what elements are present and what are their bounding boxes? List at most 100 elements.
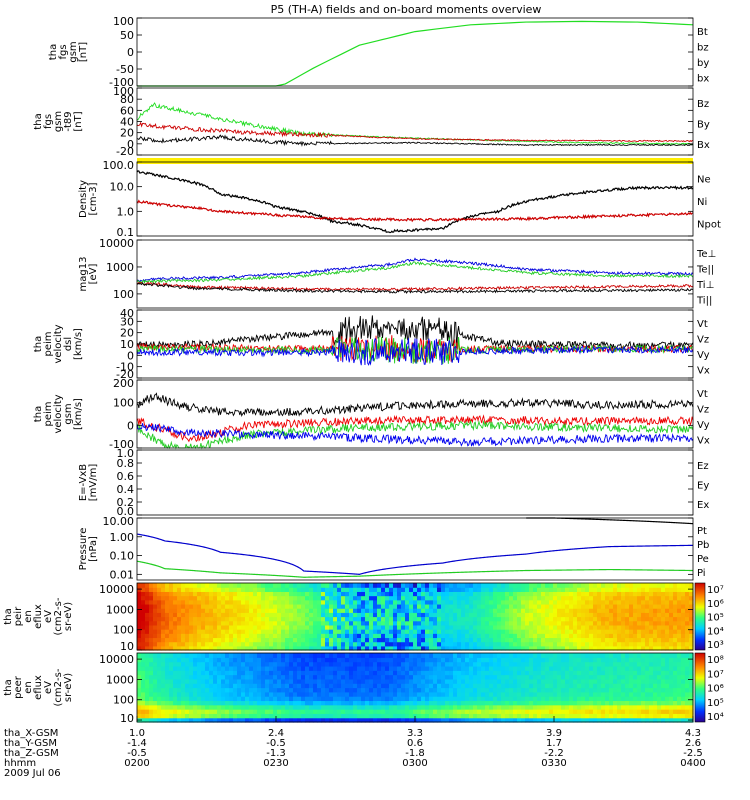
series-Vz-line bbox=[136, 414, 694, 443]
spectrogram-cell bbox=[425, 624, 430, 630]
spectrogram-cell bbox=[257, 599, 262, 605]
spectrogram-cell bbox=[385, 595, 390, 601]
spectrogram-cell bbox=[377, 704, 382, 710]
spectrogram-cell bbox=[649, 616, 654, 622]
spectrogram-cell bbox=[529, 633, 534, 639]
spectrogram-cell bbox=[145, 608, 150, 613]
spectrogram-cell bbox=[573, 683, 578, 689]
y-axis-label-line: [km/s] bbox=[73, 328, 84, 360]
colorbar-label: 10³ bbox=[707, 640, 724, 651]
spectrogram-cell bbox=[485, 700, 490, 706]
spectrogram-cell bbox=[481, 645, 486, 651]
spectrogram-cell bbox=[253, 633, 258, 639]
spectrogram-cell bbox=[433, 709, 438, 714]
spectrogram-cell bbox=[689, 691, 694, 697]
spectrogram-cell bbox=[553, 645, 558, 651]
spectrogram-cell bbox=[393, 687, 398, 693]
spectrogram-cell bbox=[453, 599, 458, 605]
spectrogram-cell bbox=[217, 665, 222, 671]
spectrogram-cell bbox=[609, 616, 614, 622]
spectrogram-cell bbox=[529, 641, 534, 647]
spectrogram-cell bbox=[409, 678, 414, 684]
spectrogram-cell bbox=[341, 665, 346, 671]
spectrogram-cell bbox=[485, 674, 490, 680]
spectrogram-cell bbox=[389, 603, 394, 609]
spectrogram-cell bbox=[653, 661, 658, 667]
spectrogram-cell bbox=[557, 583, 562, 588]
spectrogram-cell bbox=[541, 603, 546, 609]
spectrogram-cell bbox=[665, 641, 670, 647]
spectrogram-cell bbox=[385, 616, 390, 622]
spectrogram-cell bbox=[281, 678, 286, 684]
spectrogram-cell bbox=[337, 704, 342, 710]
spectrogram-cell bbox=[249, 700, 254, 706]
spectrogram-cell bbox=[265, 616, 270, 622]
spectrogram-cell bbox=[505, 713, 510, 719]
spectrogram-cell bbox=[433, 595, 438, 601]
spectrogram-cell bbox=[621, 678, 626, 684]
spectrogram-cell bbox=[281, 616, 286, 622]
spectrogram-cell bbox=[629, 637, 634, 643]
spectrogram-cell bbox=[597, 612, 602, 618]
spectrogram-cell bbox=[457, 713, 462, 719]
spectrogram-cell bbox=[477, 674, 482, 680]
spectrogram-cell bbox=[205, 691, 210, 697]
spectrogram-cell bbox=[161, 595, 166, 601]
legend-Vx: Vx bbox=[697, 435, 710, 446]
y-axis-label-line: [mV/m] bbox=[88, 464, 99, 502]
spectrogram-cell bbox=[497, 683, 502, 689]
spectrogram-cell bbox=[197, 665, 202, 671]
spectrogram-cell bbox=[165, 608, 170, 613]
spectrogram-cell bbox=[617, 678, 622, 684]
spectrogram-cell bbox=[177, 657, 182, 663]
y-tick-label: 0 bbox=[127, 46, 134, 59]
spectrogram-cell bbox=[365, 587, 370, 592]
spectrogram-cell bbox=[625, 691, 630, 697]
spectrogram-cell bbox=[477, 633, 482, 639]
spectrogram-cell bbox=[197, 629, 202, 634]
spectrogram-cell bbox=[525, 670, 530, 676]
spectrogram-cell bbox=[541, 683, 546, 689]
spectrogram-cell bbox=[461, 637, 466, 643]
spectrogram-cell bbox=[625, 700, 630, 706]
spectrogram-cell bbox=[625, 683, 630, 689]
spectrogram-cell bbox=[573, 687, 578, 693]
spectrogram-cell bbox=[365, 603, 370, 609]
spectrogram-cell bbox=[457, 612, 462, 618]
spectrogram-cell bbox=[301, 608, 306, 613]
spectrogram-cell bbox=[461, 616, 466, 622]
series-Vx-line bbox=[136, 337, 694, 366]
spectrogram-cell bbox=[221, 599, 226, 605]
spectrogram-cell bbox=[165, 691, 170, 697]
spectrogram-cell bbox=[429, 608, 434, 613]
spectrogram-cell bbox=[229, 583, 234, 588]
spectrogram-cell bbox=[453, 665, 458, 671]
spectrogram-cell bbox=[561, 608, 566, 613]
spectrogram-cell bbox=[453, 683, 458, 689]
spectrogram-cell bbox=[681, 704, 686, 710]
spectrogram-cell bbox=[461, 696, 466, 702]
spectrogram-cell bbox=[389, 700, 394, 706]
spectrogram-cell bbox=[297, 670, 302, 676]
y-tick-label: -10 bbox=[116, 361, 134, 374]
spectrogram-cell bbox=[533, 704, 538, 710]
spectrogram-cell bbox=[685, 709, 690, 714]
spectrogram-cell bbox=[193, 608, 198, 613]
spectrogram-cell bbox=[657, 665, 662, 671]
spectrogram-cell bbox=[261, 641, 266, 647]
spectrogram-cell bbox=[481, 696, 486, 702]
spectrogram-cell bbox=[325, 717, 330, 723]
spectrogram-cell bbox=[265, 683, 270, 689]
spectrogram-cell bbox=[601, 637, 606, 643]
spectrogram-cell bbox=[145, 645, 150, 651]
spectrogram-cell bbox=[533, 653, 538, 658]
legend-Ne: Ne bbox=[697, 174, 711, 185]
spectrogram-cell bbox=[577, 603, 582, 609]
spectrogram-cell bbox=[353, 624, 358, 630]
spectrogram-cell bbox=[405, 595, 410, 601]
spectrogram-cell bbox=[141, 629, 146, 634]
spectrogram-cell bbox=[345, 620, 350, 626]
spectrogram-cell bbox=[565, 696, 570, 702]
spectrogram-cell bbox=[477, 616, 482, 622]
spectrogram-cell bbox=[529, 587, 534, 592]
